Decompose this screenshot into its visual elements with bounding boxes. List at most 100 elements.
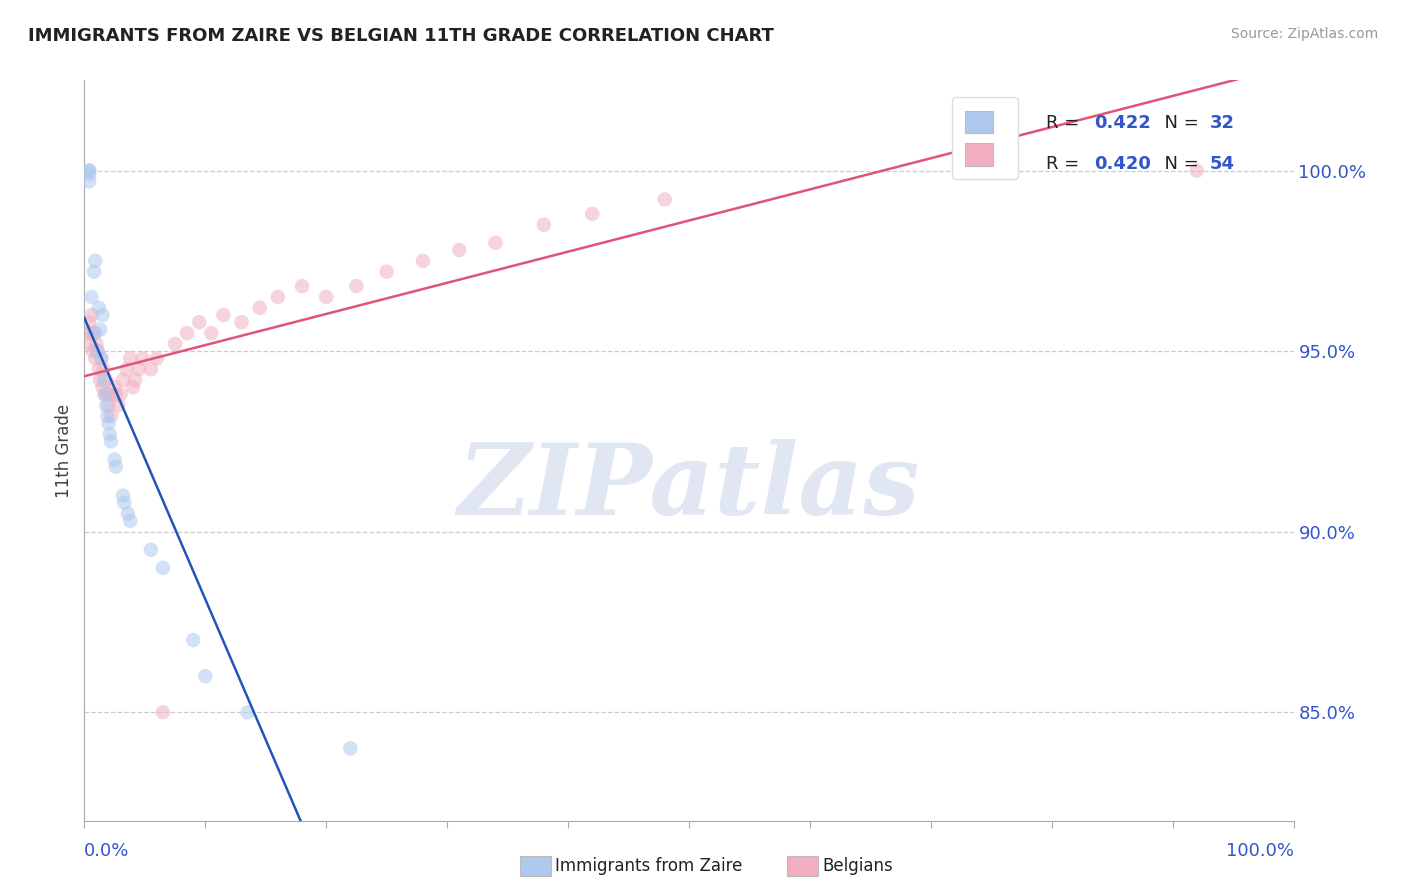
Text: 0.422: 0.422 bbox=[1094, 114, 1152, 132]
Text: 0.420: 0.420 bbox=[1094, 155, 1152, 173]
Point bbox=[104, 459, 127, 474]
Text: R =: R = bbox=[1046, 114, 1085, 132]
Point bbox=[112, 489, 135, 503]
Point bbox=[98, 427, 121, 442]
Point bbox=[110, 387, 132, 401]
Point bbox=[165, 337, 187, 351]
Point bbox=[152, 561, 174, 575]
Point bbox=[188, 315, 211, 329]
Point bbox=[80, 326, 103, 340]
Point bbox=[104, 387, 127, 401]
Point bbox=[139, 542, 162, 557]
Point bbox=[96, 387, 118, 401]
Point bbox=[146, 351, 169, 366]
Point bbox=[77, 326, 100, 340]
Point bbox=[77, 163, 100, 178]
Point bbox=[87, 301, 110, 315]
Point bbox=[77, 167, 100, 181]
Point bbox=[97, 398, 120, 412]
Text: 100.0%: 100.0% bbox=[1226, 842, 1294, 860]
Point bbox=[200, 326, 222, 340]
Text: 0.0%: 0.0% bbox=[84, 842, 129, 860]
Point bbox=[115, 362, 138, 376]
Point bbox=[79, 337, 101, 351]
Text: 54: 54 bbox=[1209, 155, 1234, 173]
Text: Belgians: Belgians bbox=[823, 857, 893, 875]
Point bbox=[120, 514, 142, 528]
Point bbox=[339, 741, 361, 756]
Point bbox=[77, 163, 100, 178]
Point bbox=[83, 326, 105, 340]
Point bbox=[87, 362, 110, 376]
Point bbox=[181, 633, 204, 648]
Point bbox=[94, 387, 117, 401]
Point bbox=[80, 308, 103, 322]
Point bbox=[77, 174, 100, 188]
Point bbox=[86, 337, 108, 351]
Point bbox=[131, 351, 153, 366]
Point bbox=[236, 706, 259, 720]
Point bbox=[97, 417, 120, 431]
Point bbox=[533, 218, 555, 232]
Point bbox=[84, 351, 107, 366]
Point bbox=[267, 290, 290, 304]
Text: N =: N = bbox=[1153, 114, 1204, 132]
Point bbox=[80, 290, 103, 304]
Point bbox=[375, 265, 398, 279]
Point bbox=[112, 373, 135, 387]
Text: N =: N = bbox=[1153, 155, 1204, 173]
Point bbox=[89, 373, 111, 387]
Point bbox=[212, 308, 235, 322]
Legend: , : , bbox=[952, 97, 1018, 179]
Point bbox=[484, 235, 506, 250]
Point bbox=[94, 387, 117, 401]
Point bbox=[98, 387, 121, 401]
Point bbox=[315, 290, 337, 304]
Point bbox=[83, 265, 105, 279]
Y-axis label: 11th Grade: 11th Grade bbox=[55, 403, 73, 498]
Point bbox=[89, 322, 111, 336]
Point bbox=[94, 373, 117, 387]
Point bbox=[128, 362, 150, 376]
Point bbox=[124, 373, 146, 387]
Point bbox=[96, 409, 118, 424]
Point bbox=[100, 434, 122, 449]
Point bbox=[412, 253, 434, 268]
Point bbox=[654, 193, 676, 207]
Point bbox=[91, 308, 114, 322]
Point bbox=[93, 362, 115, 376]
Point bbox=[120, 351, 142, 366]
Point bbox=[94, 398, 117, 412]
Point bbox=[291, 279, 314, 293]
Text: Immigrants from Zaire: Immigrants from Zaire bbox=[555, 857, 742, 875]
Point bbox=[117, 507, 139, 521]
Point bbox=[93, 373, 115, 387]
Point bbox=[104, 380, 127, 394]
Point bbox=[100, 409, 122, 424]
Point bbox=[1185, 163, 1208, 178]
Point bbox=[77, 315, 100, 329]
Point bbox=[107, 398, 129, 412]
Text: Source: ZipAtlas.com: Source: ZipAtlas.com bbox=[1230, 27, 1378, 41]
Point bbox=[82, 344, 104, 359]
Point bbox=[104, 452, 127, 467]
Text: IMMIGRANTS FROM ZAIRE VS BELGIAN 11TH GRADE CORRELATION CHART: IMMIGRANTS FROM ZAIRE VS BELGIAN 11TH GR… bbox=[28, 27, 773, 45]
Point bbox=[139, 362, 162, 376]
Text: R =: R = bbox=[1046, 155, 1085, 173]
Point bbox=[112, 496, 135, 510]
Point bbox=[581, 207, 603, 221]
Point bbox=[90, 351, 112, 366]
Point bbox=[86, 344, 108, 359]
Text: 32: 32 bbox=[1209, 114, 1234, 132]
Point bbox=[86, 344, 108, 359]
Point bbox=[249, 301, 271, 315]
Point bbox=[84, 326, 107, 340]
Text: ZIPatlas: ZIPatlas bbox=[458, 439, 920, 536]
Point bbox=[346, 279, 368, 293]
Point bbox=[194, 669, 217, 683]
Point bbox=[449, 243, 471, 257]
Point bbox=[176, 326, 198, 340]
Point bbox=[84, 253, 107, 268]
Point bbox=[90, 351, 112, 366]
Point bbox=[231, 315, 253, 329]
